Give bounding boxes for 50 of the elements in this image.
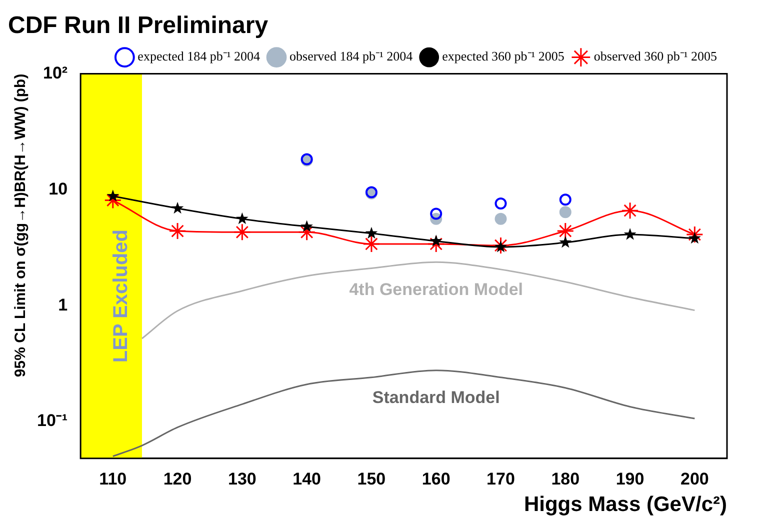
- point: [556, 222, 574, 240]
- point: [104, 192, 122, 210]
- point: [494, 198, 507, 210]
- line-series: [141, 261, 696, 340]
- point: [171, 202, 184, 214]
- y-tick-label: 1: [58, 295, 68, 314]
- point: [233, 223, 251, 241]
- point: [686, 226, 704, 244]
- x-tick-label: 190: [616, 469, 644, 488]
- x-tick-label: 200: [680, 469, 709, 488]
- point: [106, 190, 120, 202]
- x-tick-label: 160: [422, 469, 450, 488]
- x-axis-title: Higgs Mass (GeV/c²): [524, 493, 727, 516]
- point: [559, 236, 572, 248]
- x-tick-label: 140: [292, 469, 322, 488]
- y-tick-label: 10⁻¹: [36, 411, 68, 430]
- x-tick-label: 180: [551, 469, 580, 488]
- point: [365, 226, 378, 239]
- x-tick-label: 150: [357, 469, 386, 488]
- x-tick-label: 110: [99, 469, 127, 488]
- x-tick-label: 170: [486, 469, 515, 488]
- legend-label: expected 360 pb⁻¹ 2005: [442, 48, 564, 64]
- point: [300, 220, 314, 232]
- point: [624, 228, 636, 240]
- band-label: LEP Excluded: [110, 230, 132, 363]
- point: [559, 206, 572, 218]
- series-label: 4th Generation Model: [349, 280, 524, 299]
- point: [236, 212, 248, 224]
- chart-title: CDF Run II Preliminary: [8, 12, 269, 40]
- point: [494, 212, 507, 225]
- legend-label: observed 360 pb⁻¹ 2005: [594, 48, 717, 64]
- x-tick-label: 130: [228, 469, 256, 488]
- point: [492, 236, 510, 254]
- x-tick-label: 120: [163, 469, 192, 488]
- point: [494, 240, 507, 252]
- y-axis-title: 95% CL Limit on σ(gg→H)BR(H→WW) (pb): [12, 74, 30, 378]
- point: [621, 202, 639, 220]
- point: [430, 234, 442, 246]
- point: [427, 235, 445, 253]
- point: [168, 222, 186, 240]
- legend-label: expected 184 pb⁻¹ 2004: [138, 48, 261, 64]
- point: [688, 232, 701, 244]
- line-series: [112, 370, 696, 458]
- legend-label: observed 184 pb⁻¹ 2004: [290, 48, 414, 64]
- point: [362, 235, 380, 253]
- series-label: Standard Model: [372, 388, 500, 408]
- y-tick-label: 10: [48, 179, 68, 198]
- point: [430, 208, 442, 220]
- point: [559, 194, 572, 206]
- y-tick-label: 10²: [42, 63, 68, 82]
